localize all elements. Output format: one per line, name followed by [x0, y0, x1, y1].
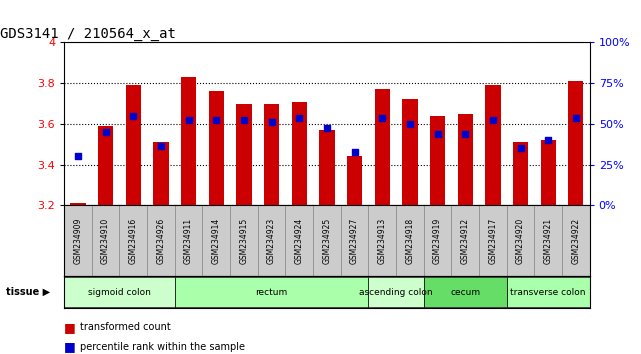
- Bar: [424, 205, 451, 276]
- Bar: [479, 205, 507, 276]
- Text: GSM234924: GSM234924: [295, 218, 304, 264]
- Point: [543, 137, 553, 143]
- Bar: [203, 205, 230, 276]
- Point: [294, 115, 304, 121]
- Text: sigmoid colon: sigmoid colon: [88, 287, 151, 297]
- Point: [488, 117, 498, 122]
- Bar: [507, 205, 535, 276]
- Text: GSM234920: GSM234920: [516, 218, 525, 264]
- Text: ascending colon: ascending colon: [359, 287, 433, 297]
- Text: cecum: cecum: [450, 287, 480, 297]
- Point: [460, 131, 470, 137]
- Bar: [64, 205, 92, 276]
- Point: [322, 125, 332, 131]
- Point: [128, 113, 138, 119]
- Point: [267, 119, 277, 125]
- Point: [73, 154, 83, 159]
- Bar: [451, 205, 479, 276]
- Bar: [341, 205, 369, 276]
- Text: GSM234919: GSM234919: [433, 218, 442, 264]
- Bar: [374, 89, 390, 205]
- Bar: [347, 156, 362, 205]
- Point: [433, 131, 443, 137]
- Point: [211, 117, 221, 122]
- Bar: [147, 205, 175, 276]
- Bar: [71, 203, 85, 205]
- Point: [570, 115, 581, 121]
- Text: GSM234921: GSM234921: [544, 218, 553, 264]
- Bar: [175, 205, 203, 276]
- Text: GSM234909: GSM234909: [74, 217, 83, 264]
- Text: GSM234927: GSM234927: [350, 218, 359, 264]
- Text: GSM234911: GSM234911: [184, 218, 193, 264]
- Point: [349, 149, 360, 155]
- Bar: [569, 81, 583, 205]
- Text: GSM234912: GSM234912: [461, 218, 470, 264]
- Bar: [319, 130, 335, 205]
- Text: GSM234914: GSM234914: [212, 218, 221, 264]
- Bar: [424, 277, 507, 307]
- Bar: [313, 205, 341, 276]
- Text: GSM234916: GSM234916: [129, 218, 138, 264]
- Bar: [458, 114, 473, 205]
- Bar: [507, 277, 590, 307]
- Bar: [535, 205, 562, 276]
- Text: transformed count: transformed count: [80, 322, 171, 332]
- Bar: [396, 205, 424, 276]
- Text: rectum: rectum: [256, 287, 288, 297]
- Point: [156, 143, 166, 149]
- Point: [183, 117, 194, 122]
- Bar: [92, 205, 119, 276]
- Text: GDS3141 / 210564_x_at: GDS3141 / 210564_x_at: [0, 28, 176, 41]
- Text: GSM234915: GSM234915: [240, 218, 249, 264]
- Text: GSM234918: GSM234918: [405, 218, 414, 264]
- Bar: [285, 205, 313, 276]
- Text: GSM234913: GSM234913: [378, 218, 387, 264]
- Point: [101, 129, 111, 135]
- Bar: [403, 99, 417, 205]
- Bar: [230, 205, 258, 276]
- Point: [515, 145, 526, 151]
- Text: GSM234926: GSM234926: [156, 218, 165, 264]
- Text: GSM234925: GSM234925: [322, 218, 331, 264]
- Text: GSM234922: GSM234922: [571, 218, 580, 264]
- Text: GSM234910: GSM234910: [101, 218, 110, 264]
- Bar: [64, 277, 175, 307]
- Bar: [175, 277, 369, 307]
- Bar: [181, 77, 196, 205]
- Bar: [369, 277, 424, 307]
- Bar: [264, 103, 279, 205]
- Bar: [292, 102, 307, 205]
- Bar: [540, 140, 556, 205]
- Text: ■: ■: [64, 341, 76, 353]
- Text: tissue ▶: tissue ▶: [6, 287, 51, 297]
- Bar: [153, 142, 169, 205]
- Point: [404, 121, 415, 127]
- Bar: [258, 205, 285, 276]
- Bar: [237, 103, 251, 205]
- Bar: [126, 85, 141, 205]
- Text: GSM234917: GSM234917: [488, 218, 497, 264]
- Bar: [562, 205, 590, 276]
- Text: percentile rank within the sample: percentile rank within the sample: [80, 342, 245, 352]
- Bar: [430, 116, 445, 205]
- Bar: [119, 205, 147, 276]
- Text: GSM234923: GSM234923: [267, 218, 276, 264]
- Bar: [208, 91, 224, 205]
- Bar: [369, 205, 396, 276]
- Point: [239, 117, 249, 122]
- Bar: [98, 126, 113, 205]
- Text: ■: ■: [64, 321, 76, 334]
- Bar: [513, 142, 528, 205]
- Text: transverse colon: transverse colon: [510, 287, 586, 297]
- Bar: [485, 85, 501, 205]
- Point: [377, 115, 387, 121]
